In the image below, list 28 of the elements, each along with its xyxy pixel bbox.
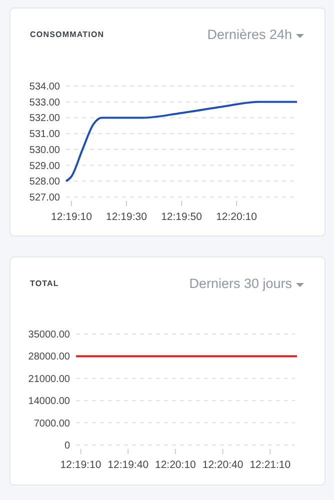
x-tick-label: 12:20:10 (216, 211, 258, 223)
y-tick-label: 527.00 (29, 192, 60, 204)
y-tick-label: 28000.00 (28, 352, 70, 363)
y-tick-label: 21000.00 (28, 374, 70, 385)
x-tick-label: 12:19:50 (161, 211, 202, 223)
y-tick-label: 7000.00 (34, 418, 70, 430)
x-tick-label: 12:20:40 (202, 459, 244, 471)
x-tick-label: 12:19:10 (60, 459, 102, 471)
x-tick-label: 12:19:30 (106, 211, 148, 223)
x-tick-label: 12:21:10 (250, 459, 291, 471)
x-tick-label: 12:20:10 (155, 459, 196, 471)
chart-title: TOTAL (30, 279, 59, 288)
y-tick-label: 532.00 (29, 113, 60, 124)
line-series (65, 100, 298, 182)
y-tick-label: 531.00 (29, 129, 60, 140)
x-tick-label: 12:19:10 (51, 211, 92, 223)
y-tick-label: 533.00 (29, 97, 60, 108)
y-tick-label: 534.00 (29, 82, 60, 92)
chart-subtitle: Dernières 24h (207, 27, 292, 42)
y-tick-label: 530.00 (29, 144, 60, 156)
chart-subtitle: Derniers 30 jours (189, 276, 292, 291)
y-tick-label: 0 (64, 440, 70, 452)
chart-title: CONSOMMATION (30, 30, 104, 39)
x-tick-label: 12:19:40 (108, 459, 149, 471)
y-tick-label: 14000.00 (28, 396, 70, 408)
y-tick-label: 529.00 (29, 160, 60, 172)
y-tick-label: 35000.00 (28, 330, 70, 340)
y-tick-label: 528.00 (29, 176, 60, 188)
